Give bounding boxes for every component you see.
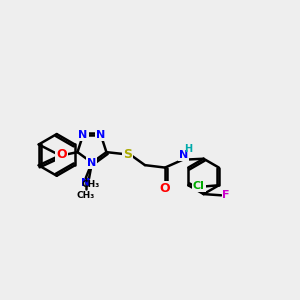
Text: S: S: [123, 148, 132, 160]
Text: F: F: [222, 190, 230, 200]
Text: N: N: [81, 178, 90, 188]
Text: CH₃: CH₃: [81, 180, 99, 189]
Text: N: N: [78, 130, 88, 140]
Text: O: O: [160, 182, 170, 195]
Text: H: H: [184, 144, 192, 154]
Text: O: O: [56, 148, 67, 161]
Text: CH₃: CH₃: [77, 191, 95, 200]
Text: N: N: [87, 158, 97, 168]
Text: Cl: Cl: [193, 182, 205, 191]
Text: N: N: [96, 130, 106, 140]
Text: N: N: [178, 150, 188, 160]
Text: N: N: [87, 158, 97, 168]
